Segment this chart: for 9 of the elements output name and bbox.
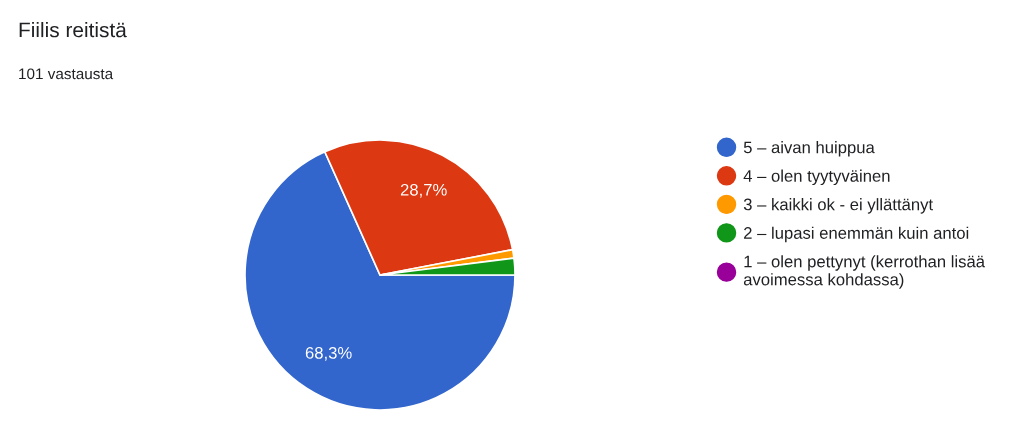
legend-label: 5 – aivan huippua	[743, 141, 875, 157]
text: Fiilis reitistä	[19, 22, 127, 38]
legend-label: 2 – lupasi enemmän kuin antoi	[744, 226, 969, 243]
legend-label: 3 – kaikki ok - ei yllättänyt	[743, 198, 933, 214]
text: 101 vastausta	[19, 68, 114, 80]
legend-label: 4 – olen tyytyväinen	[743, 169, 890, 186]
data-label: 68,3%	[305, 346, 352, 361]
legend-label: 1 – olen pettynyt (kerrothan lisää avoimessa kohdassa)	[743, 255, 985, 289]
data-label: 28,7%	[400, 183, 447, 198]
